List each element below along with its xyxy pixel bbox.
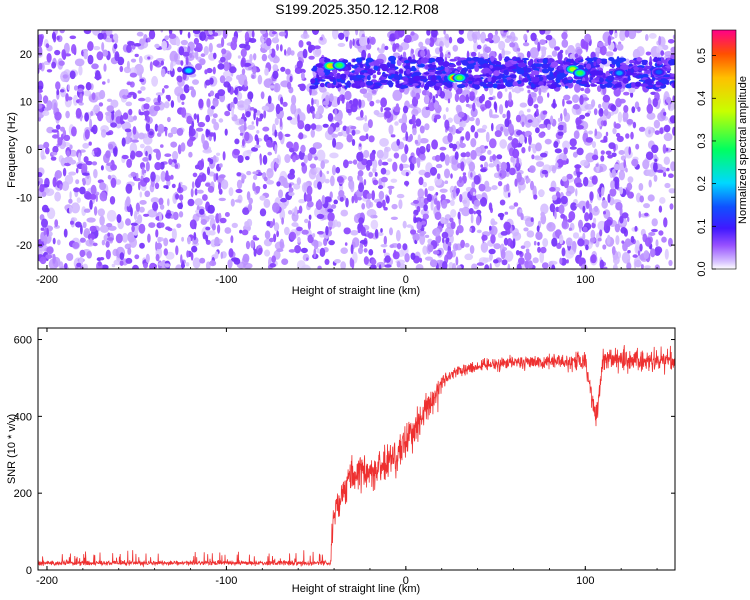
snr-y-label: SNR (10 * v/v) [6, 414, 18, 484]
x-tick-label: -200 [36, 274, 58, 286]
colorbar-label: Normalized spectral amplitude [737, 76, 749, 224]
x-tick-label: -200 [36, 575, 58, 587]
heatmap-hotspot [181, 66, 196, 76]
spectrogram-x-axis: -200 -100 0 100 [36, 30, 658, 286]
spectrogram-heatmap [38, 30, 675, 269]
x-tick-label: -100 [215, 274, 237, 286]
snr-series-line [38, 345, 675, 568]
x-tick-label: 100 [576, 575, 594, 587]
snr-frame [37, 327, 676, 571]
heatmap-hotspot [612, 68, 627, 78]
y-tick-label: 20 [20, 49, 32, 61]
spectrogram-y-axis: 20 10 0 -10 -20 [16, 49, 675, 252]
x-tick-label: 100 [576, 274, 594, 286]
y-tick-label: 400 [14, 411, 32, 423]
snr-x-label: Height of straight line (km) [292, 583, 420, 595]
colorbar-tick-label: 0.3 [696, 133, 708, 148]
colorbar-ticks: 0.0 0.1 0.2 0.3 0.4 0.5 [696, 48, 716, 277]
y-tick-label: 10 [20, 97, 32, 109]
spectrogram-x-label: Height of straight line (km) [292, 285, 420, 297]
x-tick-label: -100 [215, 575, 237, 587]
spectrogram-y-label: Frequency (Hz) [6, 112, 18, 188]
colorbar-tick-label: 0.4 [696, 91, 708, 106]
colorbar-tick-label: 0.5 [696, 48, 708, 63]
heatmap-hotspot [452, 73, 467, 83]
y-tick-label: 0 [26, 145, 32, 157]
snr-x-axis: -200 -100 0 100 [36, 328, 658, 587]
heatmap-hotspot [572, 68, 587, 78]
colorbar-tick-label: 0.1 [696, 219, 708, 234]
colorbar: 0.0 0.1 0.2 0.3 0.4 0.5 Normalized spectral a… [696, 29, 749, 277]
heatmap-hotspot [651, 67, 666, 77]
y-tick-label: -20 [16, 240, 32, 252]
figure-title: S199.2025.350.12.12.R08 [275, 1, 439, 17]
snr-panel: -200 -100 0 100 600 400 200 0 Height of straig… [6, 327, 676, 595]
colorbar-tick-label: 0.0 [696, 261, 708, 276]
y-tick-label: 0 [26, 565, 32, 577]
x-tick-label: 0 [403, 575, 409, 587]
y-tick-label: 600 [14, 335, 32, 347]
y-tick-label: 200 [14, 488, 32, 500]
heatmap-hotspot [332, 60, 347, 70]
colorbar-tick-label: 0.2 [696, 176, 708, 191]
x-tick-label: 0 [403, 274, 409, 286]
snr-y-axis: 600 400 200 0 [14, 335, 675, 577]
y-tick-label: -10 [16, 192, 32, 204]
colorbar-gradient [711, 29, 737, 270]
